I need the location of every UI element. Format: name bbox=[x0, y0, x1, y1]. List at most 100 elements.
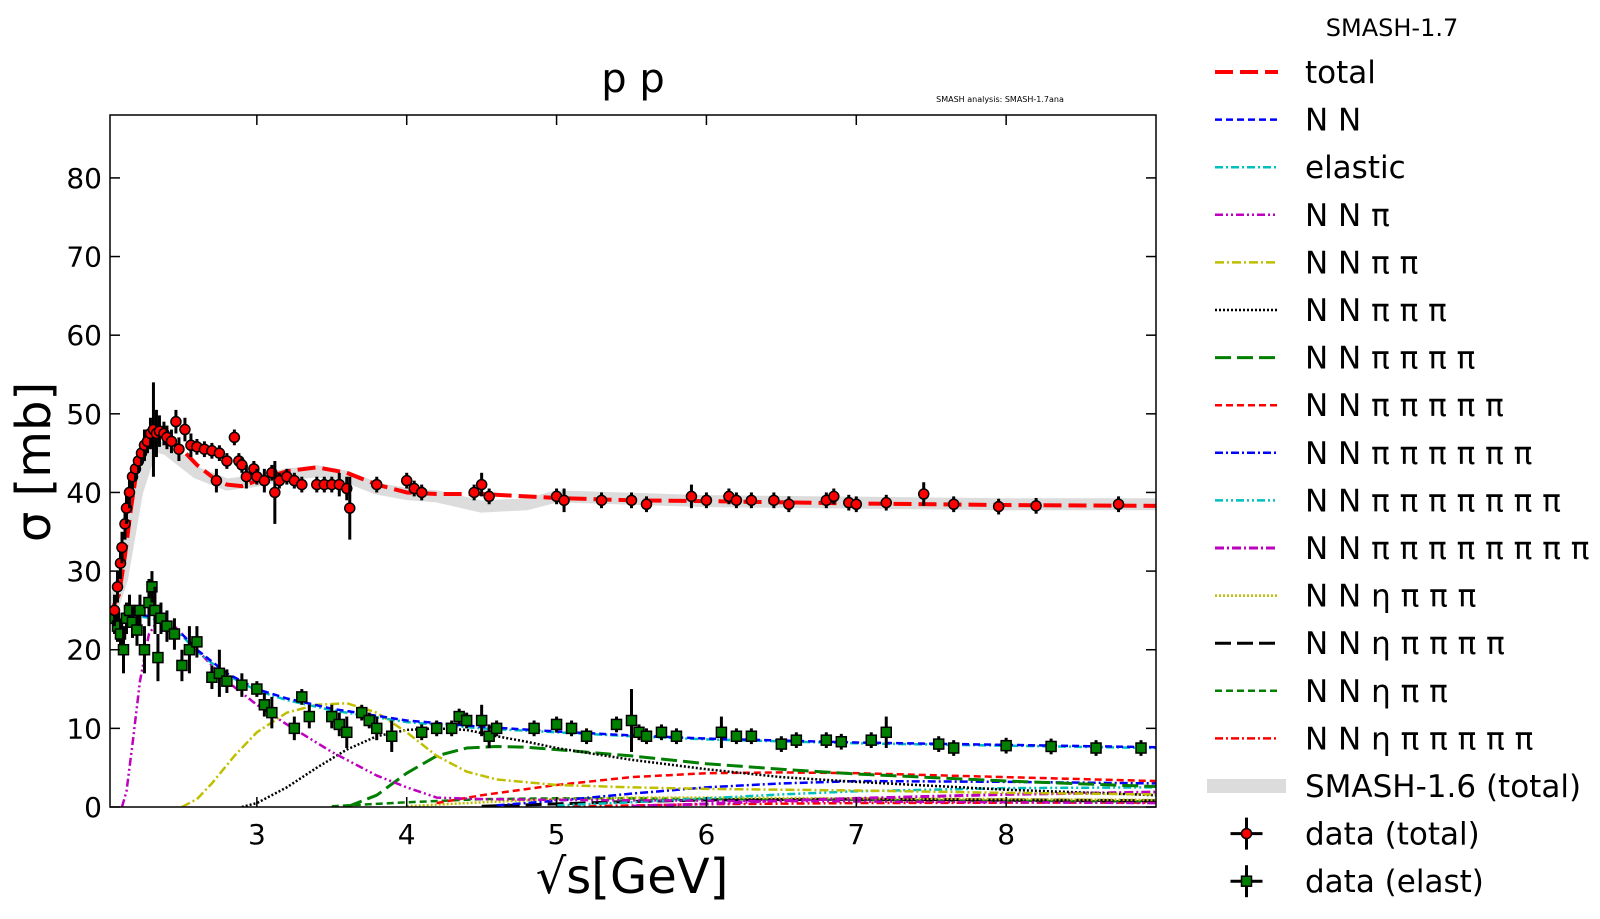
data-elast-point bbox=[625, 689, 638, 752]
data-elast-marker bbox=[640, 730, 653, 742]
data-total-marker bbox=[483, 490, 495, 503]
data-elast-marker bbox=[445, 722, 458, 735]
data-elast-marker bbox=[610, 718, 623, 731]
data-elast-point bbox=[1090, 740, 1102, 756]
x-tick-label: 3 bbox=[248, 818, 266, 851]
data-elast-point bbox=[213, 649, 226, 697]
x-tick-label: 8 bbox=[997, 818, 1015, 851]
data-elast-point bbox=[341, 716, 353, 749]
data-elast-marker bbox=[251, 683, 263, 695]
data-elast-marker bbox=[565, 722, 578, 735]
data-elast-marker bbox=[134, 604, 146, 617]
data-total-point bbox=[558, 488, 570, 513]
data-elast-point bbox=[266, 696, 278, 729]
legend-label: N N η π π π π bbox=[1305, 626, 1505, 662]
series-line-2 bbox=[111, 614, 1156, 750]
data-elast-marker bbox=[168, 628, 181, 640]
data-elast-marker bbox=[356, 706, 368, 719]
data-total-point bbox=[468, 484, 480, 501]
data-total-marker bbox=[240, 470, 253, 483]
data-total-marker bbox=[783, 498, 795, 510]
data-elast-point bbox=[326, 704, 338, 729]
data-total-marker bbox=[1030, 500, 1042, 512]
data-elast-point bbox=[565, 720, 578, 737]
data-elast-point bbox=[168, 618, 181, 650]
data-elast-point bbox=[670, 728, 683, 745]
data-elast-marker bbox=[146, 581, 158, 593]
data-elast-point bbox=[775, 736, 788, 752]
data-elast-marker bbox=[550, 718, 563, 731]
data-total-point bbox=[783, 496, 795, 513]
plot-area bbox=[110, 382, 1156, 807]
data-elast-point bbox=[296, 689, 308, 705]
data-elast-marker bbox=[528, 722, 540, 735]
data-total-marker bbox=[400, 474, 413, 487]
data-elast-marker bbox=[131, 624, 143, 636]
data-total-marker bbox=[296, 478, 308, 491]
legend-item: N N π π π π π π bbox=[1215, 436, 1532, 472]
data-total-point bbox=[850, 496, 863, 513]
data-total-point bbox=[344, 476, 356, 540]
data-elast-marker bbox=[790, 734, 803, 746]
data-total-point bbox=[370, 476, 383, 493]
data-elast-point bbox=[610, 716, 623, 733]
legend-item: N N π π bbox=[1215, 245, 1418, 281]
data-elast-point bbox=[655, 724, 668, 741]
legend-item: N N π π π π π π π bbox=[1215, 483, 1561, 519]
data-elast-point bbox=[880, 716, 893, 749]
data-total-point bbox=[640, 496, 653, 513]
data-total-marker bbox=[415, 486, 428, 499]
legend-label: N N π π π π π π π π bbox=[1305, 531, 1589, 567]
data-elast-marker bbox=[775, 738, 788, 750]
data-total-point bbox=[700, 492, 713, 509]
data-elast-point bbox=[138, 626, 151, 674]
data-elast-point bbox=[490, 720, 503, 737]
data-elast-marker bbox=[835, 735, 848, 748]
data-elast-marker bbox=[947, 742, 960, 754]
legend-title: SMASH-1.7 bbox=[1326, 14, 1458, 42]
legend-item: total bbox=[1215, 55, 1376, 91]
data-elast-marker bbox=[730, 730, 743, 742]
data-elast-point bbox=[146, 571, 158, 603]
data-total-point bbox=[595, 492, 608, 509]
legend-label: N N η π π bbox=[1305, 674, 1448, 710]
data-elast-marker bbox=[152, 651, 164, 664]
data-elast-point bbox=[152, 634, 164, 682]
legend-label: N N π π π π π bbox=[1305, 388, 1504, 424]
data-elast-marker bbox=[341, 726, 353, 739]
data-elast-marker bbox=[745, 730, 758, 742]
legend-label: N N π bbox=[1305, 198, 1390, 234]
data-elast-marker bbox=[475, 714, 488, 727]
data-total-point bbox=[730, 492, 743, 509]
data-total-marker bbox=[640, 498, 653, 510]
data-elast-point bbox=[745, 728, 758, 745]
data-total-marker bbox=[269, 486, 281, 499]
data-elast-marker bbox=[460, 714, 473, 727]
data-elast-marker bbox=[221, 675, 233, 687]
data-elast-point bbox=[460, 712, 473, 729]
data-elast-marker bbox=[580, 730, 593, 742]
y-tick-label: 50 bbox=[66, 398, 102, 431]
data-total-point bbox=[880, 494, 893, 511]
data-total-marker bbox=[179, 423, 191, 436]
data-total-marker bbox=[917, 488, 930, 500]
data-elast-marker bbox=[715, 726, 728, 739]
data-elast-point bbox=[363, 712, 376, 729]
legend-item: N N π bbox=[1215, 198, 1390, 234]
data-elast-marker bbox=[266, 706, 278, 719]
data-total-point bbox=[745, 492, 758, 509]
data-elast-point bbox=[475, 704, 488, 737]
data-elast-marker bbox=[655, 726, 668, 739]
data-elast-marker bbox=[333, 718, 346, 731]
data-elast-marker bbox=[296, 691, 308, 703]
data-elast-point bbox=[528, 720, 540, 737]
data-elast-point bbox=[303, 704, 316, 729]
data-elast-point bbox=[1000, 737, 1012, 754]
legend-item: N N η π π π π π bbox=[1215, 721, 1533, 757]
legend-marker bbox=[1240, 875, 1253, 887]
legend-item: N N π π π π π π π π bbox=[1215, 531, 1589, 567]
data-total-marker bbox=[221, 455, 233, 467]
data-total-marker bbox=[475, 478, 488, 491]
data-total-point bbox=[685, 484, 698, 509]
